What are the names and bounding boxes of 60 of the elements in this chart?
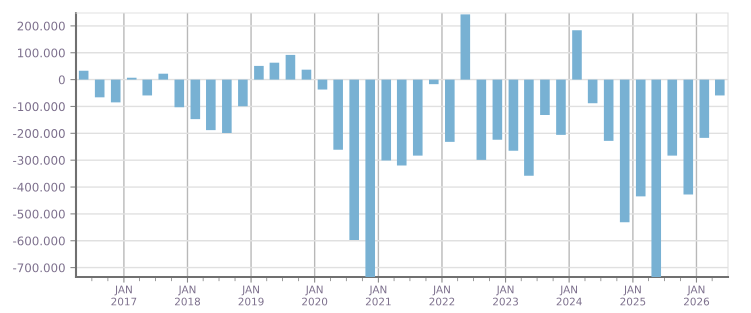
y-tick-label: -200.000 [13, 129, 65, 138]
bar [349, 80, 359, 240]
bar [174, 80, 184, 108]
y-tick-label: -700.000 [13, 263, 65, 272]
bar [238, 80, 248, 106]
y-tick-label: -600.000 [13, 236, 65, 246]
bar [381, 80, 392, 160]
x-tick-label: JAN 2026 [684, 286, 710, 306]
x-tick-label: JAN 2023 [493, 286, 518, 306]
bar [428, 80, 439, 84]
bar [540, 80, 550, 116]
bar [492, 80, 502, 140]
x-tick-label: JAN 2024 [556, 286, 582, 306]
x-tick-label: JAN 2018 [174, 286, 200, 306]
bar [651, 80, 662, 277]
bar [604, 80, 614, 141]
y-tick-label: -500.000 [13, 210, 65, 219]
y-tick-label: 200.000 [18, 22, 65, 31]
bar [683, 80, 694, 195]
bar [206, 80, 216, 130]
bar [700, 80, 710, 138]
bar [620, 80, 630, 222]
bar [365, 80, 376, 277]
bar [476, 80, 486, 160]
x-tick-label: JAN 2017 [111, 286, 136, 306]
bar [445, 80, 455, 142]
bar [270, 62, 280, 80]
bar [572, 30, 582, 80]
bar [556, 80, 566, 135]
bar [94, 80, 104, 98]
bar [286, 54, 296, 80]
y-tick-label: -400.000 [13, 182, 65, 192]
x-tick-label: JAN 2022 [429, 286, 454, 306]
bar [142, 80, 152, 96]
bar [254, 66, 264, 80]
x-tick-label: JAN 2019 [238, 286, 264, 306]
bar [715, 80, 725, 96]
bar [110, 80, 121, 102]
bar [158, 74, 168, 80]
bar [222, 80, 232, 134]
bar [524, 80, 534, 176]
bar [333, 80, 343, 150]
bar [318, 80, 328, 90]
y-tick-label: 100.000 [18, 48, 65, 58]
bar [78, 70, 88, 80]
bar [190, 80, 200, 120]
y-tick-label: -300.000 [13, 156, 65, 165]
y-tick-label: 0 [58, 75, 65, 84]
y-tick-label: -100.000 [13, 102, 65, 112]
bar [667, 80, 678, 156]
bar [508, 80, 518, 151]
bar [588, 80, 598, 104]
bar [302, 70, 312, 80]
bar [412, 80, 423, 156]
x-tick-label: JAN 2021 [366, 286, 391, 306]
x-tick-label: JAN 2025 [620, 286, 646, 306]
x-tick-label: JAN 2020 [302, 286, 328, 306]
bar [636, 80, 646, 196]
bar [396, 80, 407, 166]
bar [460, 14, 470, 80]
